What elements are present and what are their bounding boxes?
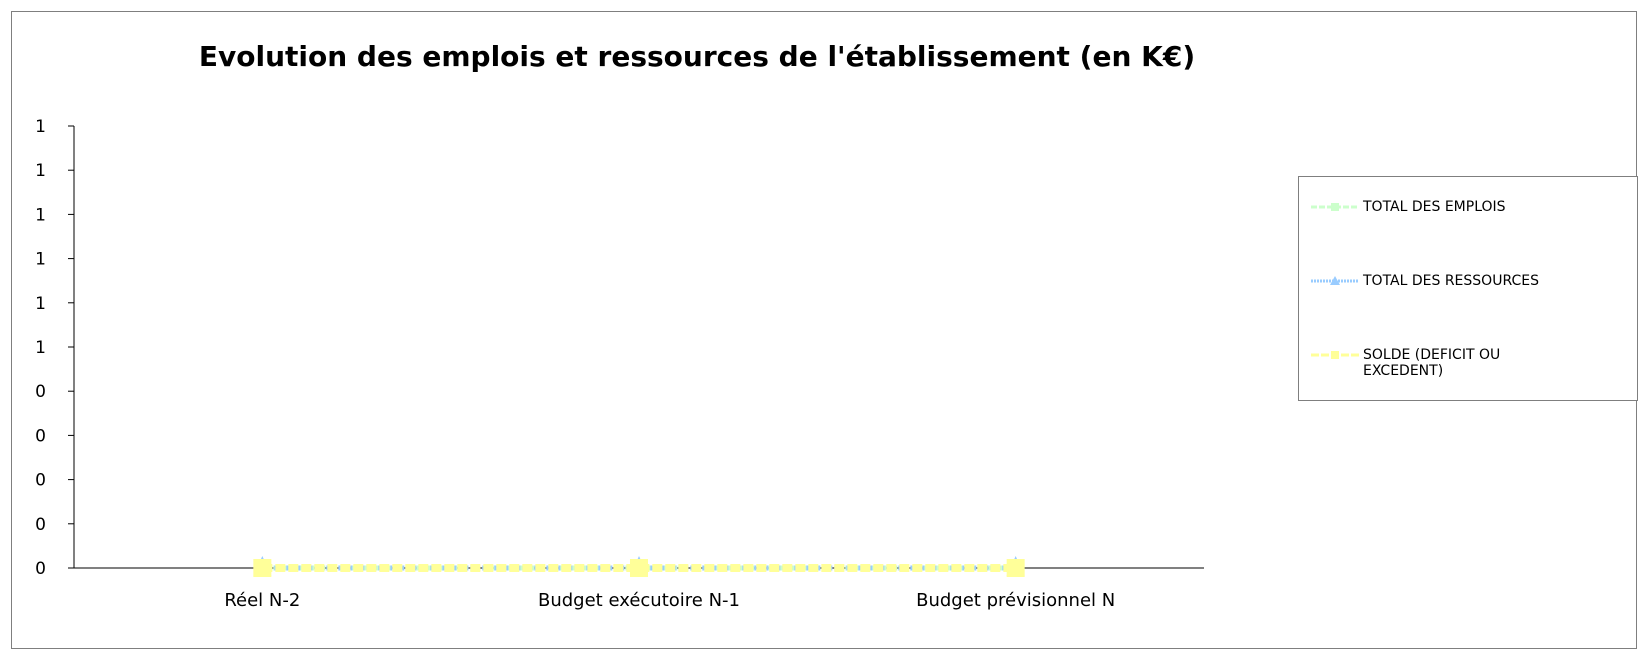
x-tick-label: Réel N-2 — [224, 590, 300, 611]
x-tick-label: Budget exécutoire N-1 — [538, 590, 740, 611]
y-tick-label: 0 — [35, 559, 46, 579]
y-tick-label: 0 — [35, 471, 46, 491]
x-tick-label: Budget prévisionnel N — [916, 590, 1115, 611]
legend-item-solde: SOLDE (DEFICIT OU EXCEDENT) — [1311, 347, 1563, 379]
y-tick-label: 0 — [35, 426, 46, 446]
y-tick-label: 1 — [35, 250, 46, 270]
legend-label-solde: SOLDE (DEFICIT OU EXCEDENT) — [1363, 347, 1501, 379]
chart-title: Evolution des emplois et ressources de l… — [198, 40, 1196, 73]
y-tick-label: 0 — [35, 382, 46, 402]
y-tick-label: 1 — [35, 338, 46, 358]
data-point-2 — [253, 559, 272, 577]
legend-label-ressources: TOTAL DES RESSOURCES — [1363, 273, 1539, 289]
legend-label-emplois: TOTAL DES EMPLOIS — [1363, 199, 1506, 215]
legend-swatch-emplois — [1311, 203, 1359, 211]
data-point-2 — [1006, 559, 1025, 577]
legend-swatch-ressources — [1311, 276, 1359, 285]
y-tick-label: 1 — [35, 205, 46, 225]
data-point-2 — [630, 559, 648, 577]
y-tick-label: 1 — [35, 161, 46, 181]
y-tick-label: 1 — [35, 294, 46, 314]
legend: TOTAL DES EMPLOIS TOTAL DES RESSOURCES S… — [1298, 176, 1638, 401]
legend-item-emplois: TOTAL DES EMPLOIS — [1311, 199, 1563, 215]
legend-item-ressources: TOTAL DES RESSOURCES — [1311, 273, 1563, 289]
y-tick-label: 1 — [35, 117, 46, 137]
y-tick-label: 0 — [35, 515, 46, 535]
legend-swatch-solde — [1311, 351, 1359, 359]
